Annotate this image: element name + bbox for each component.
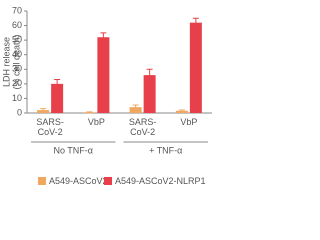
y-tick-label: 0 bbox=[17, 107, 22, 117]
x-tick-label: SARS-CoV-2 bbox=[36, 117, 64, 137]
error-bar bbox=[54, 78, 61, 89]
error-bar bbox=[86, 111, 93, 114]
x-tick-label-box: VbP bbox=[180, 117, 198, 127]
error-bar bbox=[100, 32, 107, 43]
y-tick-label: 20 bbox=[12, 78, 22, 88]
x-tick-label: VbP bbox=[180, 117, 198, 127]
legend-swatch bbox=[104, 177, 112, 185]
bar bbox=[189, 22, 202, 113]
bar bbox=[51, 83, 64, 113]
x-tick-label-box: SARS-CoV-2 bbox=[128, 117, 157, 137]
legend-label: A549-ASCoV2 bbox=[49, 176, 108, 186]
bar bbox=[97, 37, 110, 113]
y-axis-label: LDH release bbox=[1, 37, 11, 87]
x-tick-label-box: VbP bbox=[87, 117, 105, 127]
error-bar bbox=[132, 104, 139, 110]
y-tick-label: 60 bbox=[12, 20, 22, 30]
y-axis-label: (% cell death) bbox=[11, 34, 21, 89]
y-tick-label: 50 bbox=[12, 35, 22, 45]
bar bbox=[143, 75, 156, 113]
legend-swatch bbox=[38, 177, 46, 185]
legend-label: A549-ASCoV2-NLRP1 bbox=[115, 176, 206, 186]
y-tick-label: 10 bbox=[12, 93, 22, 103]
x-tick-label: VbP bbox=[87, 117, 105, 127]
y-tick-label: 70 bbox=[12, 5, 22, 15]
x-tick-label-box: SARS-CoV-2 bbox=[36, 117, 64, 137]
group-label: No TNF-α bbox=[53, 145, 93, 155]
bar bbox=[129, 107, 142, 113]
y-tick-label: 30 bbox=[12, 64, 22, 74]
error-bar bbox=[40, 108, 47, 113]
group-label: + TNF-α bbox=[149, 145, 182, 155]
y-tick-label: 40 bbox=[12, 49, 22, 59]
error-bar bbox=[146, 68, 153, 82]
error-bar bbox=[178, 109, 185, 113]
x-tick-label: SARS-CoV-2 bbox=[128, 117, 157, 137]
chart: LDH release (% cell death) 0 10 20 30 40 50 60… bbox=[1, 5, 212, 186]
error-bar bbox=[192, 17, 199, 28]
